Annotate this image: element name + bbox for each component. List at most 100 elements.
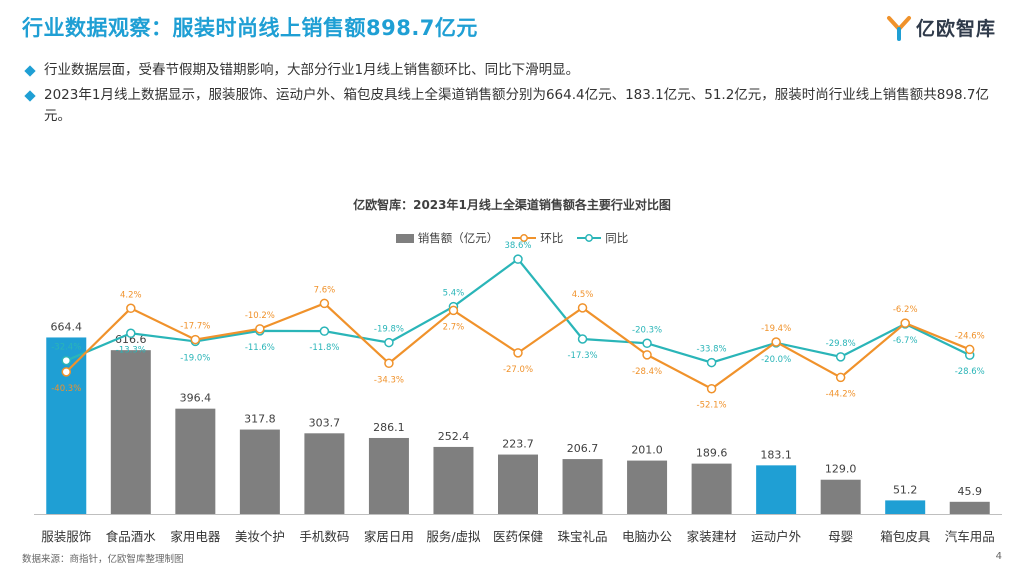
x-tick-label: 医药保健 (493, 529, 544, 544)
bar-value-label: 223.7 (502, 438, 534, 451)
yoy-data-label: -13.3% (116, 345, 146, 355)
bar-0 (46, 337, 87, 514)
bar-6 (433, 446, 474, 514)
bar-5 (368, 437, 409, 514)
mom-point (255, 324, 265, 334)
mom-point (61, 367, 72, 377)
bar-8 (562, 459, 603, 514)
mom-data-label: -17.7% (180, 322, 210, 332)
x-tick-label: 母婴 (828, 529, 853, 544)
mom-data-label: 7.6% (314, 285, 336, 295)
yoy-point (513, 254, 523, 264)
yoy-point (61, 355, 72, 366)
yoy-data-label: -19.8% (374, 325, 404, 335)
legend-item-mom: 环比 (512, 230, 563, 246)
mom-point (319, 298, 330, 309)
bar-value-label: 129.0 (825, 463, 857, 476)
yoy-data-label: 38.6% (504, 241, 531, 251)
x-tick-label: 手机数码 (299, 529, 349, 544)
bar-11 (756, 465, 797, 514)
x-tick-label: 家用电器 (170, 529, 221, 544)
bar-value-label: 189.6 (696, 447, 728, 460)
mom-data-label: -28.4% (632, 367, 662, 377)
bar-1 (110, 350, 151, 514)
yoy-point (835, 352, 846, 362)
bar-4 (304, 433, 345, 514)
legend-bar-swatch (395, 233, 414, 243)
mom-point (771, 337, 781, 347)
mom-point (642, 350, 652, 360)
mom-point (448, 305, 459, 316)
mom-data-label: -40.3% (51, 384, 81, 394)
yoy-data-label: -6.7% (893, 336, 918, 346)
x-tick-label: 家装建材 (687, 529, 737, 544)
legend-label: 环比 (540, 231, 564, 245)
x-tick-label: 美妆个护 (235, 529, 285, 544)
mom-data-label: -24.6% (955, 331, 985, 341)
bar-14 (949, 501, 990, 514)
yoy-point (384, 337, 394, 348)
mom-data-label: -52.1% (697, 401, 727, 411)
bullet-text: 行业数据层面，受春节假期及错期影响，大部分行业1月线上销售额环比、同比下滑明显。 (44, 62, 580, 78)
yoy-data-label: 5.4% (443, 289, 465, 299)
chart-title: 亿欧智库：2023年1月线上全渠道销售额各主要行业对比图 (353, 198, 671, 212)
legend-item-sales: 销售额（亿元） (395, 230, 499, 246)
mom-data-label: 4.5% (572, 290, 594, 300)
yoy-data-label: -29.8% (826, 339, 856, 349)
bar-value-label: 252.4 (438, 430, 470, 443)
mom-data-label: -44.2% (826, 389, 856, 399)
yoy-data-label: -32.4% (51, 343, 81, 353)
x-tick-label: 食品酒水 (106, 529, 157, 544)
mom-data-label: -6.2% (893, 305, 918, 315)
bar-2 (175, 408, 216, 514)
mom-point (835, 372, 846, 383)
bar-value-label: 317.8 (244, 413, 276, 426)
logo-text: 亿欧智库 (915, 18, 996, 40)
logo: 亿欧智库 (886, 14, 996, 41)
yoy-point (706, 357, 717, 368)
bar-12 (820, 479, 861, 514)
legend-item-yoy: 同比 (577, 230, 628, 246)
mom-point (190, 334, 201, 345)
x-tick-label: 服装服饰 (41, 529, 91, 544)
yoy-data-label: -20.0% (761, 355, 791, 365)
x-tick-label: 电脑办公 (622, 529, 673, 544)
bar-3 (239, 429, 280, 514)
x-tick-label: 运动户外 (751, 529, 802, 544)
mom-data-label: 4.2% (120, 290, 142, 300)
yoy-point (126, 328, 136, 339)
yoy-data-label: -19.0% (180, 353, 210, 363)
bar-13 (885, 500, 926, 514)
bullet-item: 2023年1月线上数据显示，服装服饰、运动户外、箱包皮具线上全渠道销售额分别为6… (24, 85, 1014, 127)
yoy-point (642, 338, 652, 349)
x-tick-label: 家居日用 (364, 529, 414, 544)
logo-mark-icon (886, 15, 911, 41)
mom-point (900, 318, 910, 328)
mom-point (384, 358, 394, 369)
yoy-data-label: -17.3% (567, 351, 597, 361)
legend-label: 销售额（亿元） (417, 231, 499, 245)
bar-value-label: 45.9 (957, 485, 982, 498)
mom-data-label: -27.0% (503, 365, 533, 375)
legend-line-swatch-yoy (577, 234, 602, 242)
bar-value-label: 183.1 (760, 448, 792, 461)
mom-data-label: 2.7% (443, 322, 465, 332)
mom-point (577, 303, 588, 313)
mom-data-label: -10.2% (245, 311, 275, 321)
bar-7 (498, 454, 538, 514)
mom-point (964, 344, 975, 355)
mom-point (513, 348, 523, 358)
x-tick-label: 箱包皮具 (880, 529, 931, 544)
x-tick-label: 汽车用品 (945, 529, 995, 544)
yoy-point (319, 326, 330, 336)
chart-legend: 销售额（亿元） 环比 同比 (0, 230, 1024, 246)
mom-point (706, 383, 717, 394)
page-title: 行业数据观察：服装时尚线上销售额898.7亿元 (22, 16, 478, 40)
bar-9 (627, 460, 668, 514)
yoy-data-label: -11.6% (245, 343, 275, 353)
x-tick-label: 服务/虚拟 (426, 529, 481, 544)
bullet-list: 行业数据层面，受春节假期及错期影响，大部分行业1月线上销售额环比、同比下滑明显。… (24, 60, 1014, 131)
x-tick-label: 珠宝礼品 (558, 529, 608, 544)
bar-value-label: 201.0 (631, 444, 663, 457)
yoy-point (577, 334, 588, 344)
